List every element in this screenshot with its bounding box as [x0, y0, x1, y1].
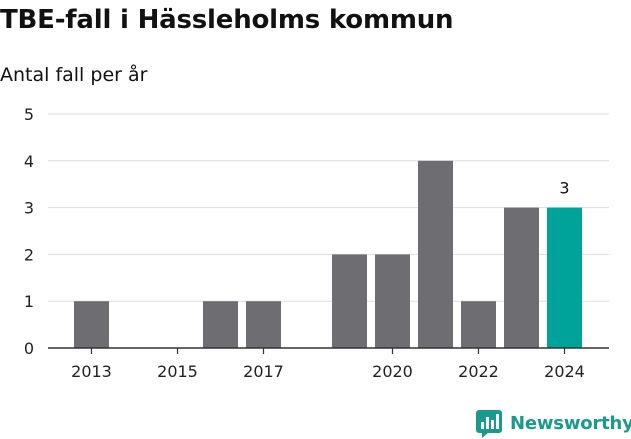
y-tick-label: 1 — [24, 292, 34, 311]
x-tick-label: 2024 — [544, 362, 585, 381]
x-tick-label: 2020 — [372, 362, 413, 381]
bar — [375, 254, 410, 348]
bar-layer — [74, 160, 582, 348]
chart-title: TBE-fall i Hässleholms kommun — [0, 5, 454, 35]
axis-layer — [48, 347, 609, 354]
y-tick-label: 4 — [24, 152, 34, 171]
highlight-data-label: 3 — [559, 179, 569, 198]
x-tick-label: 2022 — [458, 362, 499, 381]
bar — [332, 254, 367, 348]
x-tick-label: 2013 — [71, 362, 112, 381]
y-tick-label: 3 — [24, 199, 34, 218]
bar — [246, 301, 281, 348]
y-tick-label: 0 — [24, 339, 34, 358]
label-layer: 0 1 2 3 4 5 2013 2015 2017 2020 2022 2024 3 — [24, 105, 585, 381]
chart-subtitle: Antal fall per år — [0, 64, 148, 86]
bar — [461, 301, 496, 348]
bar — [74, 301, 109, 348]
bar-chart-speech-bubble-icon — [476, 410, 502, 438]
bar — [504, 207, 539, 348]
bar — [203, 301, 238, 348]
y-tick-label: 2 — [24, 245, 34, 264]
x-tick-label: 2017 — [243, 362, 284, 381]
brand-name: Newsworthy — [510, 412, 631, 434]
y-tick-label: 5 — [24, 105, 34, 124]
x-tick-label: 2015 — [157, 362, 198, 381]
newsworthy-logo: Newsworthy — [476, 408, 631, 438]
bar-highlight — [547, 207, 582, 348]
bar — [418, 160, 453, 348]
